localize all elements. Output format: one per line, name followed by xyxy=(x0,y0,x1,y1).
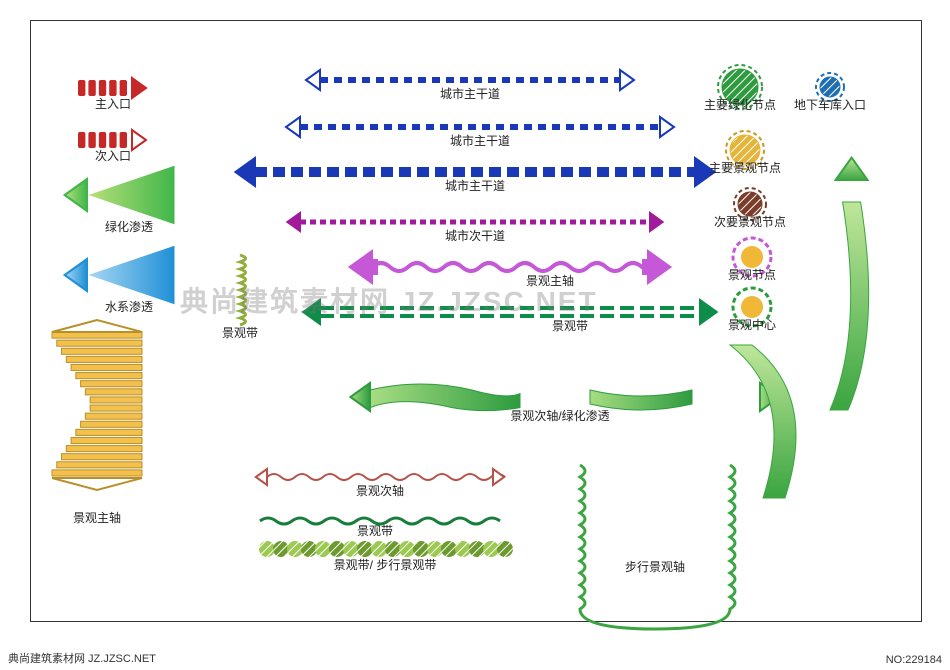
footer-text: 典尚建筑素材网 JZ.JZSC.NET xyxy=(8,650,156,666)
secondary-entrance xyxy=(78,132,127,148)
svg-text:绿化渗透: 绿化渗透 xyxy=(105,219,153,234)
svg-text:景观带: 景观带 xyxy=(357,524,393,538)
underground-garage-entrance xyxy=(816,73,844,101)
svg-text:景观带/ 步行景观带: 景观带/ 步行景观带 xyxy=(334,558,437,572)
water-penetration xyxy=(87,245,175,305)
svg-text:城市主干道: 城市主干道 xyxy=(440,86,500,101)
greening-penetration xyxy=(87,165,175,225)
image-number: NO:229184 xyxy=(886,654,942,666)
landscape-main-axis-wave xyxy=(368,259,660,275)
landscape-main-axis-column xyxy=(52,320,142,490)
svg-text:景观中心: 景观中心 xyxy=(728,317,776,332)
svg-text:景观带: 景观带 xyxy=(552,319,588,333)
big-curve-arrow-right xyxy=(830,202,869,410)
landscape-secondary-axis-green xyxy=(370,384,692,411)
svg-text:次要景观节点: 次要景观节点 xyxy=(714,215,786,229)
svg-text:景观次轴/绿化渗透: 景观次轴/绿化渗透 xyxy=(510,408,609,423)
svg-text:景观次轴: 景观次轴 xyxy=(356,483,404,498)
big-curve-arrow-bottom xyxy=(730,345,796,498)
landscape-secondary-axis-wave xyxy=(267,474,505,480)
main-entrance xyxy=(78,80,127,96)
svg-text:城市主干道: 城市主干道 xyxy=(445,178,505,193)
svg-text:步行景观轴: 步行景观轴 xyxy=(625,559,685,574)
svg-text:主要景观节点: 主要景观节点 xyxy=(709,161,781,175)
svg-text:城市次干道: 城市次干道 xyxy=(445,228,505,243)
svg-text:景观带: 景观带 xyxy=(222,326,258,340)
landscape-walk-belt xyxy=(259,541,513,557)
svg-text:地下车库入口: 地下车库入口 xyxy=(794,97,866,112)
svg-text:景观节点: 景观节点 xyxy=(728,268,776,282)
svg-text:城市主干道: 城市主干道 xyxy=(450,133,510,148)
svg-text:次入口: 次入口 xyxy=(95,149,131,163)
svg-text:主要绿化节点: 主要绿化节点 xyxy=(704,97,776,112)
walking-landscape-axis xyxy=(580,465,735,629)
watermark: 典尚建筑素材网 JZ.JZSC.NET xyxy=(180,280,598,320)
svg-text:景观主轴: 景观主轴 xyxy=(73,510,121,525)
diagram-svg: 主入口次入口绿化渗透水系渗透景观主轴城市主干道城市主干道城市主干道城市次干道景观… xyxy=(0,0,950,670)
svg-text:主入口: 主入口 xyxy=(95,97,131,111)
svg-text:水系渗透: 水系渗透 xyxy=(105,299,153,314)
